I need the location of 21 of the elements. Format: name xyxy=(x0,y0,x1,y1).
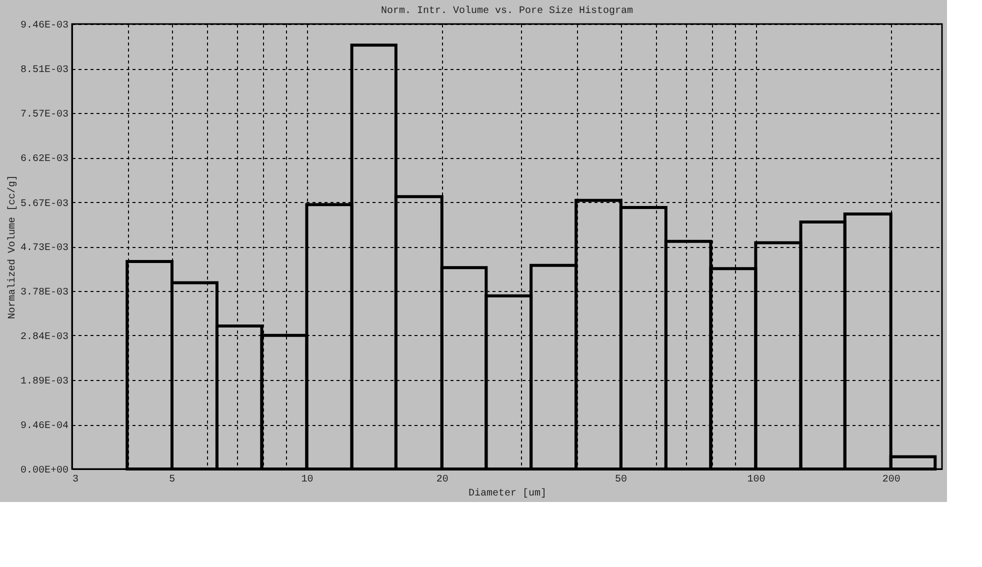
x-tick-label: 10 xyxy=(301,474,314,486)
x-tick-label: 5 xyxy=(169,474,176,486)
y-tick-label: 4.73E-03 xyxy=(20,243,68,254)
y-tick-label: 7.57E-03 xyxy=(20,109,68,120)
x-tick-label: 200 xyxy=(882,474,900,486)
y-tick-label: 8.51E-03 xyxy=(20,65,68,76)
x-axis-title: Diameter [um] xyxy=(468,488,547,500)
y-tick-label: 9.46E-04 xyxy=(20,421,68,432)
y-tick-label: 3.78E-03 xyxy=(20,288,68,299)
y-tick-label: 0.00E+00 xyxy=(20,466,68,476)
x-tick-label: 20 xyxy=(436,474,448,486)
chart-title: Norm. Intr. Volume vs. Pore Size Histogram xyxy=(380,5,634,17)
x-tick-label: 100 xyxy=(747,474,766,486)
y-tick-label: 9.46E-03 xyxy=(20,20,68,32)
x-tick-label: 3 xyxy=(72,474,79,486)
y-tick-label: 6.62E-03 xyxy=(20,154,68,166)
y-tick-label: 5.67E-03 xyxy=(20,198,68,210)
y-tick-label: 2.84E-03 xyxy=(20,332,68,343)
x-tick-label: 50 xyxy=(615,474,628,486)
y-axis-title: Normalized Volume [cc/g] xyxy=(6,174,18,320)
y-tick-label: 1.89E-03 xyxy=(20,376,68,388)
